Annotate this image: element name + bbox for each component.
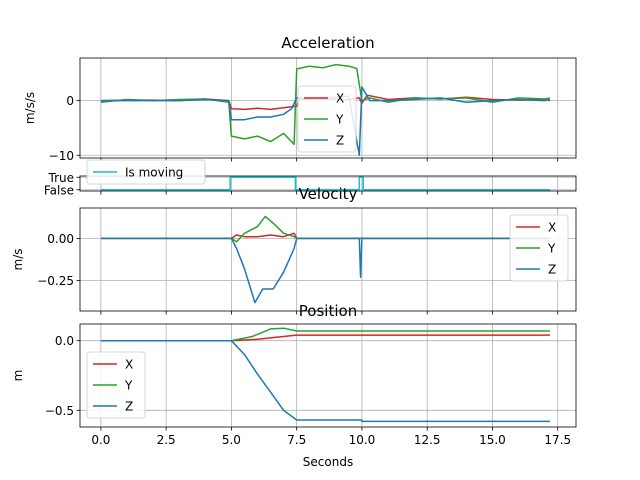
- legend-entry: Z: [125, 400, 133, 414]
- y-tick-label: 0.00: [47, 232, 74, 246]
- y-tick-label: −0.25: [37, 274, 74, 288]
- y-tick-label: −10: [49, 149, 74, 163]
- legend-entry: X: [548, 221, 556, 235]
- panel-velocity: 0.00 −0.25 m/s XYZ Velocity: [11, 185, 577, 315]
- legend: Is moving: [86, 159, 206, 185]
- axes-frame: [79, 207, 577, 312]
- y-axis-label: m/s: [11, 249, 25, 271]
- x-axis-label: Seconds: [303, 455, 353, 469]
- series-line-is-moving: [100, 176, 550, 191]
- x-tick-label: 12.5: [414, 433, 441, 447]
- x-tick-label: 2.5: [157, 433, 176, 447]
- y-tick-label: 0.0: [55, 334, 74, 348]
- x-tick-label: 5.0: [222, 433, 241, 447]
- legend-entry: Z: [548, 263, 556, 277]
- panel-position: 0.0 2.5 5.0 7.5 10.0 12.5 15.0 17.5 0.0 −0.5 m XYZ P…: [11, 302, 577, 447]
- series-line-z: [100, 237, 550, 304]
- x-tick-label: 17.5: [544, 433, 571, 447]
- panel-title: Acceleration: [281, 34, 374, 52]
- y-tick-label: 0: [66, 94, 74, 108]
- legend-entry: Y: [124, 379, 133, 393]
- x-tick-label: 10.0: [349, 433, 376, 447]
- series-group: [100, 327, 550, 423]
- axes-frame: [79, 57, 577, 159]
- y-tick-label: −0.5: [45, 404, 74, 418]
- series-group: [100, 176, 550, 191]
- legend-entry: Is moving: [125, 166, 183, 180]
- legend: XYZ: [86, 351, 146, 419]
- legend-entry: Y: [335, 113, 344, 127]
- x-tick-label: 7.5: [287, 433, 306, 447]
- legend-entry: X: [125, 358, 133, 372]
- legend: XYZ: [509, 214, 569, 282]
- panel-title: Velocity: [299, 185, 358, 203]
- series-line-y: [100, 215, 550, 243]
- legend-entry: Z: [336, 134, 344, 148]
- legend-box: [86, 159, 206, 185]
- series-group: [100, 215, 550, 304]
- y-axis-label: m: [11, 370, 25, 382]
- series-line-x: [100, 334, 550, 342]
- y-axis-label: m/s/s: [23, 92, 37, 124]
- x-tick-label: 15.0: [479, 433, 506, 447]
- y-tick-label: True: [48, 171, 75, 185]
- x-tick-label: 0.0: [91, 433, 110, 447]
- series-line-z: [100, 339, 550, 423]
- legend: XYZ: [297, 85, 357, 153]
- panel-acceleration: 0 −10 m/s/s XYZ Acceleration: [23, 34, 577, 163]
- legend-entry: Y: [547, 242, 556, 256]
- legend-entry: X: [336, 92, 344, 106]
- axes-frame: [79, 175, 577, 192]
- y-tick-label: False: [44, 183, 74, 197]
- panel-title: Position: [299, 302, 357, 320]
- axes-frame: [79, 323, 577, 428]
- series-line-x: [100, 232, 550, 240]
